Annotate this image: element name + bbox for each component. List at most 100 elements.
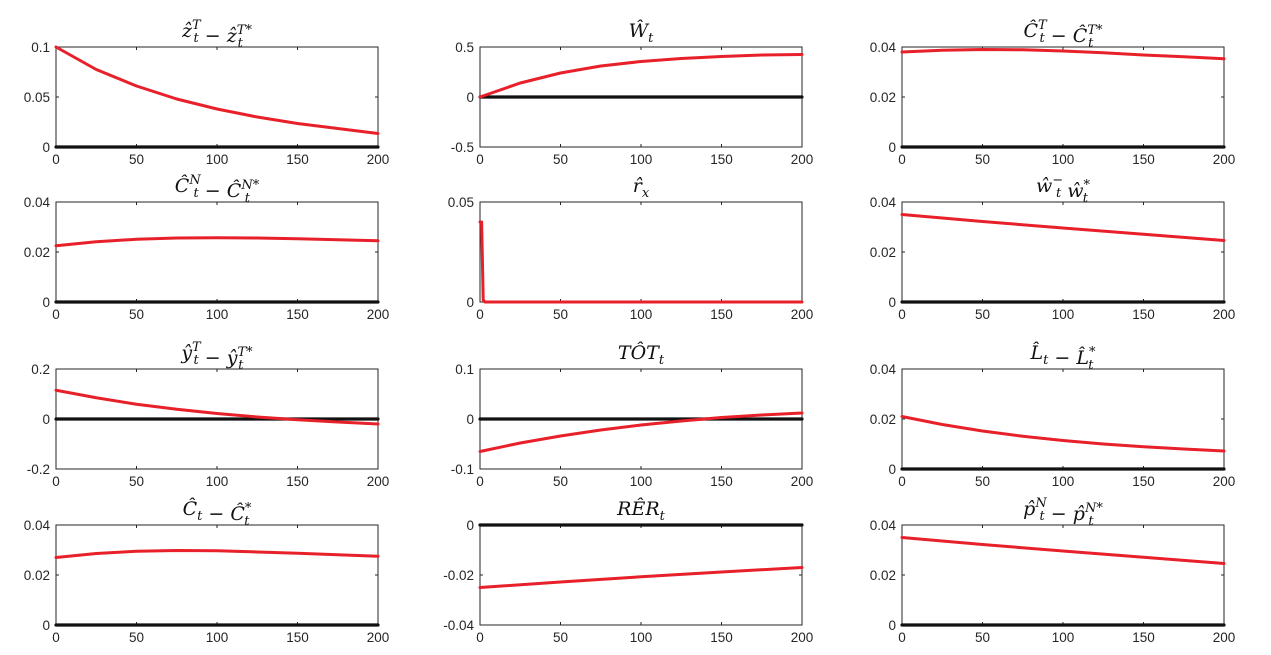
- subplot-6: ŵ− t ŵ* t 0 50 100 150 200 0 0.02 0.04: [870, 173, 1236, 322]
- response-line: [54, 549, 380, 559]
- subplot-12: p̂N t − p̂N* t 0 50 100 150 200 0 0.02 0.04: [870, 496, 1236, 645]
- x-tick-label: 100: [206, 152, 229, 167]
- x-tick-label: 200: [791, 474, 814, 489]
- y-tick-label: 0: [42, 140, 50, 155]
- axes-box: [901, 368, 1225, 470]
- y-tick-label: 0.02: [24, 245, 50, 260]
- y-tick-label: 0: [888, 140, 896, 155]
- x-tick-label: 0: [476, 630, 484, 645]
- y-tick-label: 0.02: [870, 412, 896, 427]
- x-tick-label: 200: [791, 630, 814, 645]
- x-tick-label: 100: [1052, 152, 1075, 167]
- y-tick-label: 0: [888, 618, 896, 633]
- x-tick-label: 100: [206, 307, 229, 322]
- x-tick-label: 0: [52, 630, 60, 645]
- subplot-4: ĈN t − ĈN* t 0 50 100 150 200 0 0.02 0.04: [24, 173, 390, 322]
- y-tick-label: 0.04: [870, 518, 897, 533]
- y-tick-label: 0.05: [24, 90, 50, 105]
- x-tick-label: 200: [791, 307, 814, 322]
- x-tick-label: 0: [898, 152, 906, 167]
- response-line: [54, 388, 380, 426]
- y-tick-label: -0.04: [443, 618, 474, 633]
- subplot-1: ẑT t − ẑT* t 0 50 100 150 200 0 0.05 0.1: [24, 18, 390, 167]
- axes-box: [55, 524, 379, 626]
- y-tick-label: 0.04: [870, 195, 897, 210]
- y-tick-label: 0.1: [31, 40, 50, 55]
- subplot-10: Ĉt − Ĉ* t 0 50 100 150 200 0 0.02 0.04: [24, 497, 390, 645]
- x-tick-label: 200: [1213, 152, 1236, 167]
- x-tick-label: 50: [129, 152, 144, 167]
- y-tick-label: 0.1: [455, 362, 474, 377]
- subplot-11: RÊRt 0 50 100 150 200 -0.04 -0.02 0: [443, 497, 813, 645]
- x-tick-label: 150: [286, 474, 309, 489]
- subplot-title: L̂t − L̂* t: [1030, 342, 1097, 373]
- x-tick-label: 150: [710, 152, 733, 167]
- x-tick-label: 100: [630, 152, 653, 167]
- x-tick-label: 150: [1132, 152, 1155, 167]
- subplot-title: p̂N t − p̂N* t: [1023, 496, 1103, 529]
- x-tick-label: 100: [206, 630, 229, 645]
- axes-box: [479, 201, 803, 303]
- axes-box: [901, 524, 1225, 626]
- y-tick-label: 0.05: [448, 195, 474, 210]
- subplot-title: ĈN t − ĈN* t: [175, 173, 260, 206]
- subplot-3: ĈT t − ĈT* t 0 50 100 150 200 0 0.02 0.04: [870, 18, 1236, 167]
- x-tick-label: 100: [630, 307, 653, 322]
- response-line: [478, 566, 804, 589]
- y-tick-label: 0.02: [870, 568, 896, 583]
- y-tick-label: 0: [42, 295, 50, 310]
- response-line: [478, 53, 804, 99]
- x-tick-label: 200: [367, 630, 390, 645]
- subplot-title: Ĉt − Ĉ* t: [183, 497, 252, 529]
- subplot-5: r̂x 0 50 100 150 200 0 0.05: [448, 175, 814, 322]
- y-tick-label: 0.02: [870, 90, 896, 105]
- x-tick-label: 0: [52, 152, 60, 167]
- x-tick-label: 200: [1213, 307, 1236, 322]
- axes-box: [55, 46, 379, 148]
- subplot-title: RÊRt: [616, 497, 665, 524]
- y-tick-label: 0.04: [870, 40, 897, 55]
- x-tick-label: 150: [286, 152, 309, 167]
- subplot-9: L̂t − L̂* t 0 50 100 150 200 0 0.02 0.04: [870, 342, 1236, 489]
- y-tick-label: 0: [888, 295, 896, 310]
- y-tick-label: 0: [466, 90, 474, 105]
- x-tick-label: 0: [898, 307, 906, 322]
- x-tick-label: 100: [1052, 307, 1075, 322]
- subplot-7: ŷT t − ŷT* t0 50 100 150 200-0.200.2: [27, 340, 390, 489]
- y-tick-label: 0.5: [455, 40, 474, 55]
- x-tick-label: 150: [710, 630, 733, 645]
- y-tick-label: -0.02: [443, 568, 474, 583]
- subplot-title: Ŵt: [629, 19, 655, 46]
- x-tick-label: 150: [286, 630, 309, 645]
- subplot-title: ŷT t − ŷT* t: [180, 340, 253, 373]
- response-line: [900, 415, 1226, 453]
- y-tick-label: 0.02: [24, 568, 50, 583]
- subplot-title: ĈT t − ĈT* t: [1024, 18, 1103, 51]
- y-tick-label: 0.04: [24, 518, 51, 533]
- x-tick-label: 150: [1132, 630, 1155, 645]
- x-tick-label: 50: [553, 307, 568, 322]
- x-tick-label: 50: [975, 630, 990, 645]
- y-tick-label: 0.04: [24, 195, 51, 210]
- x-tick-label: 200: [791, 152, 814, 167]
- response-line: [54, 45, 380, 135]
- axes-box: [901, 46, 1225, 148]
- x-tick-label: 50: [553, 152, 568, 167]
- response-line: [900, 536, 1226, 565]
- x-tick-label: 0: [476, 152, 484, 167]
- x-tick-label: 150: [286, 307, 309, 322]
- x-tick-label: 50: [975, 307, 990, 322]
- x-tick-label: 0: [898, 474, 906, 489]
- y-tick-label: -0.1: [451, 462, 474, 477]
- response-line: [54, 236, 380, 248]
- x-tick-label: 150: [710, 307, 733, 322]
- x-tick-label: 100: [630, 630, 653, 645]
- x-tick-label: 50: [129, 630, 144, 645]
- x-tick-label: 50: [553, 474, 568, 489]
- x-tick-label: 200: [367, 307, 390, 322]
- response-line: [900, 213, 1226, 242]
- subplot-title: ẑT t − ẑT* t: [181, 18, 252, 51]
- x-tick-label: 50: [975, 152, 990, 167]
- response-line: [478, 411, 804, 453]
